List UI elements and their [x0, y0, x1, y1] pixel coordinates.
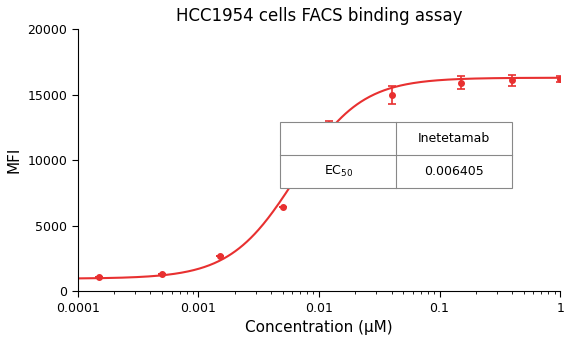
Y-axis label: MFI: MFI — [7, 147, 22, 173]
Text: 0.006405: 0.006405 — [424, 165, 484, 178]
Text: Inetetamab: Inetetamab — [418, 132, 490, 145]
X-axis label: Concentration (μM): Concentration (μM) — [245, 320, 393, 335]
Bar — [280, 122, 512, 188]
Title: HCC1954 cells FACS binding assay: HCC1954 cells FACS binding assay — [176, 7, 462, 25]
Text: EC$_{50}$: EC$_{50}$ — [324, 164, 353, 179]
